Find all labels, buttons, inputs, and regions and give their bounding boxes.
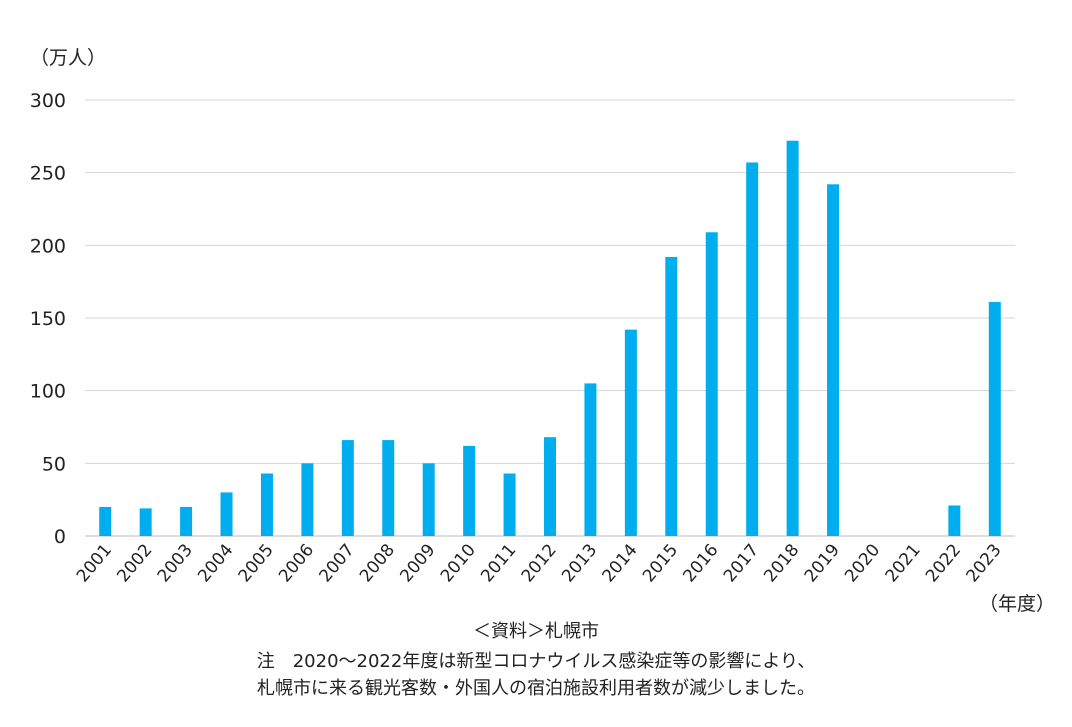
x-tick-label: 2011 bbox=[477, 540, 520, 586]
bar-2006 bbox=[301, 463, 314, 536]
bar-2005 bbox=[260, 473, 273, 536]
footnote-line-2: 札幌市に来る観光客数・外国人の宿泊施設利用者数が減少しました。 bbox=[257, 678, 815, 699]
bar-2015 bbox=[665, 256, 678, 536]
bar-2012 bbox=[544, 437, 556, 536]
gridlines bbox=[85, 99, 1015, 537]
x-tick-label: 2002 bbox=[113, 540, 156, 586]
bar-2014 bbox=[624, 329, 637, 536]
bar-2019 bbox=[827, 184, 840, 536]
x-tick-labels: 2001200220032004200520062007200820092010… bbox=[73, 540, 1006, 586]
footnote-line-1: 注 2020～2022年度は新型コロナウイルス感染症等の影響により、 bbox=[256, 651, 816, 672]
y-tick-label: 150 bbox=[30, 308, 66, 330]
bar-2002 bbox=[139, 508, 152, 536]
y-tick-labels: 0 50 100 150 200 250 300 bbox=[30, 90, 66, 548]
x-tick-label: 2016 bbox=[679, 540, 722, 586]
bar-2023 bbox=[988, 302, 1001, 536]
y-tick-label: 300 bbox=[30, 90, 66, 112]
x-tick-label: 2017 bbox=[720, 540, 763, 586]
bar-2013 bbox=[584, 383, 597, 536]
bar-2010 bbox=[463, 445, 476, 536]
x-axis-unit: （年度） bbox=[979, 593, 1055, 615]
x-tick-label: 2003 bbox=[154, 540, 197, 586]
x-tick-label: 2014 bbox=[599, 540, 642, 586]
x-tick-label: 2005 bbox=[235, 540, 278, 586]
x-tick-label: 2018 bbox=[760, 540, 803, 586]
bar-2018 bbox=[786, 140, 799, 536]
x-tick-label: 2012 bbox=[518, 540, 561, 586]
x-tick-label: 2019 bbox=[801, 540, 844, 586]
bar-2022 bbox=[948, 505, 961, 536]
x-tick-label: 2022 bbox=[922, 540, 965, 586]
bar-2011 bbox=[503, 473, 516, 536]
x-tick-label: 2010 bbox=[437, 540, 480, 586]
y-tick-label: 0 bbox=[54, 526, 66, 548]
y-tick-label: 50 bbox=[42, 453, 66, 475]
bar-2016 bbox=[705, 232, 718, 536]
bar-2017 bbox=[746, 162, 759, 536]
x-tick-label: 2021 bbox=[882, 540, 925, 586]
bar-2007 bbox=[341, 440, 354, 536]
x-tick-label: 2007 bbox=[316, 540, 359, 586]
x-tick-label: 2004 bbox=[194, 540, 237, 586]
bar-2009 bbox=[422, 463, 435, 536]
y-tick-label: 100 bbox=[30, 381, 66, 403]
bar-2008 bbox=[382, 440, 395, 536]
x-tick-label: 2013 bbox=[558, 540, 601, 586]
bar-2004 bbox=[220, 492, 233, 536]
x-tick-label: 2001 bbox=[73, 540, 116, 586]
bars bbox=[99, 140, 1001, 536]
x-tick-label: 2008 bbox=[356, 540, 399, 586]
source-credit: ＜資料＞札幌市 bbox=[473, 621, 599, 642]
bar-2001 bbox=[99, 506, 112, 536]
y-axis-unit: （万人） bbox=[30, 47, 106, 69]
y-tick-label: 250 bbox=[30, 163, 66, 185]
x-tick-label: 2006 bbox=[275, 540, 318, 586]
y-tick-label: 200 bbox=[30, 235, 66, 257]
x-tick-label: 2020 bbox=[841, 540, 884, 586]
x-tick-label: 2009 bbox=[396, 540, 439, 586]
bar-chart: （万人） 0 50 100 150 200 250 300 2001200220032004… bbox=[30, 47, 1055, 615]
bar-2003 bbox=[180, 506, 193, 536]
x-tick-label: 2015 bbox=[639, 540, 682, 586]
x-tick-label: 2023 bbox=[962, 540, 1005, 586]
